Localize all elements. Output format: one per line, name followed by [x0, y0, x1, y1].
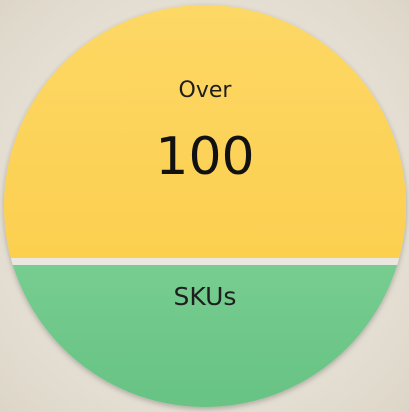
top-label: Over	[179, 78, 233, 103]
number: 100	[155, 127, 254, 187]
bottom-label: SKUs	[174, 282, 237, 311]
divider	[4, 258, 406, 265]
number-reflection: 100	[155, 183, 254, 243]
